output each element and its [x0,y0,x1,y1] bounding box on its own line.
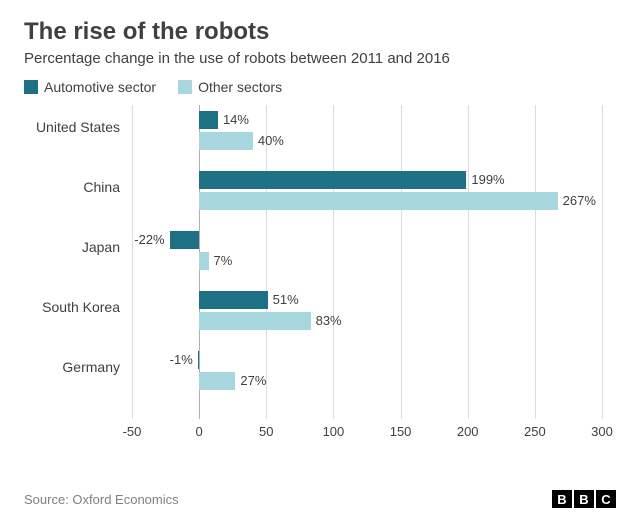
bar-value-label: -22% [134,232,164,247]
bar-value-label: 7% [214,253,233,268]
bar-value-label: 83% [316,313,342,328]
category-label: Japan [24,239,120,255]
source-text: Source: Oxford Economics [24,492,179,507]
bar [199,132,253,150]
bar [198,351,199,369]
footer: Source: Oxford Economics B B C [24,490,616,508]
legend-swatch-1 [178,80,192,94]
bar-value-label: -1% [170,352,193,367]
bar [199,252,208,270]
gridline [333,105,334,419]
x-tick-label: 250 [524,424,546,439]
gridline [468,105,469,419]
x-tick-label: 100 [323,424,345,439]
bar-value-label: 40% [258,133,284,148]
gridline [602,105,603,419]
bar-value-label: 14% [223,112,249,127]
gridline [535,105,536,419]
bar-value-label: 27% [240,373,266,388]
category-label: China [24,179,120,195]
bbc-logo: B B C [552,490,616,508]
plot-area: -50 0 50 100 150 200 250 300 United States 14% 40%… [24,105,616,443]
logo-letter: C [596,490,616,508]
chart-container: The rise of the robots Percentage change… [0,0,640,520]
bar [199,192,558,210]
bar-value-label: 199% [471,172,504,187]
legend-item-0: Automotive sector [24,79,156,95]
bar [170,231,200,249]
x-tick-label: 200 [457,424,479,439]
legend-swatch-0 [24,80,38,94]
gridline [401,105,402,419]
gridline [266,105,267,419]
bar-value-label: 267% [563,193,596,208]
legend: Automotive sector Other sectors [24,79,616,95]
x-tick-label: 50 [259,424,273,439]
x-tick-label: 300 [591,424,613,439]
legend-label-1: Other sectors [198,79,282,95]
category-label: United States [24,119,120,135]
bar-value-label: 51% [273,292,299,307]
x-tick-label: 0 [196,424,203,439]
bar [199,312,310,330]
logo-letter: B [574,490,594,508]
category-label: Germany [24,359,120,375]
x-tick-label: -50 [123,424,142,439]
legend-label-0: Automotive sector [44,79,156,95]
gridline [132,105,133,419]
chart-title: The rise of the robots [24,18,616,46]
logo-letter: B [552,490,572,508]
chart-subtitle: Percentage change in the use of robots b… [24,50,616,67]
legend-item-1: Other sectors [178,79,282,95]
bar [199,372,235,390]
bar [199,171,466,189]
bar [199,111,218,129]
bar [199,291,267,309]
category-label: South Korea [24,299,120,315]
x-tick-label: 150 [390,424,412,439]
